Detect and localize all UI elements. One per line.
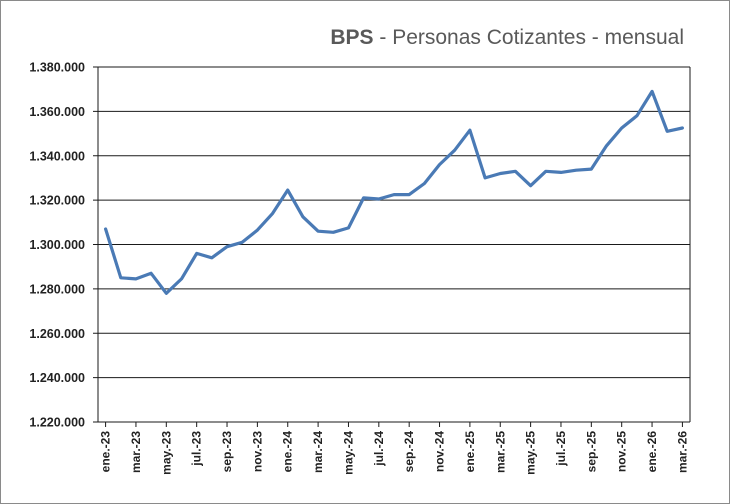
gridlines (93, 66, 690, 423)
x-axis-ticks: ene.-23 mar.-23 may.-23 jul.-23 sep.-23 nov.-… (99, 422, 689, 475)
data-point (559, 171, 563, 174)
y-tick-label: 1.340.000 (29, 149, 85, 163)
y-tick-label: 1.360.000 (29, 105, 85, 119)
x-tick-label: mar.-25 (493, 431, 507, 473)
y-tick-label: 1.320.000 (29, 194, 85, 208)
data-point (195, 252, 198, 255)
data-point (149, 272, 153, 275)
data-point (574, 168, 578, 172)
x-tick-label: mar.-23 (129, 431, 143, 473)
x-tick-label: jul.-23 (190, 431, 204, 467)
data-point (316, 229, 320, 233)
x-tick-label: jul.-24 (372, 431, 386, 467)
data-point (620, 126, 623, 130)
x-tick-label: nov.-24 (433, 431, 447, 472)
chart-title-bold: BPS (330, 26, 373, 49)
x-tick-label: mar.-26 (675, 431, 689, 473)
data-point (362, 196, 365, 200)
data-point (590, 167, 593, 171)
data-point (377, 197, 381, 201)
y-tick-label: 1.260.000 (29, 327, 85, 341)
y-tick-label: 1.280.000 (29, 282, 85, 296)
data-point (134, 277, 138, 281)
data-point (514, 170, 517, 173)
data-point (104, 227, 107, 231)
data-point (210, 256, 214, 260)
data-point (605, 144, 608, 147)
data-point (635, 114, 639, 118)
data-point (407, 193, 411, 196)
x-tick-label: ene.-24 (281, 431, 295, 473)
data-point (241, 241, 244, 244)
data-point (544, 170, 547, 173)
y-tick-label: 1.380.000 (29, 61, 85, 75)
y-axis-ticks: 1.220.000 1.240.000 1.260.000 1.280.000 1.30… (29, 61, 85, 430)
y-tick-label: 1.300.000 (29, 238, 85, 252)
data-point (286, 188, 289, 192)
data-point (119, 276, 122, 279)
data-point (225, 245, 229, 248)
data-point (180, 277, 183, 281)
data-point (165, 292, 168, 295)
series-group (103, 89, 685, 295)
data-point (650, 90, 654, 93)
data-point (681, 126, 684, 130)
data-point (347, 226, 350, 230)
data-point (529, 184, 532, 187)
x-tick-label: sep.-25 (584, 431, 598, 473)
data-point (483, 176, 487, 180)
data-point (332, 231, 335, 234)
y-tick-label: 1.220.000 (29, 416, 85, 430)
x-tick-label: mar.-24 (311, 431, 325, 473)
data-point (301, 215, 305, 218)
x-tick-label: may.-25 (524, 431, 538, 475)
x-tick-label: sep.-24 (402, 431, 416, 473)
data-point (499, 172, 502, 175)
data-point (438, 163, 441, 166)
data-point (468, 129, 472, 132)
data-point (453, 149, 456, 152)
chart-title-rest: - Personas Cotizantes - mensual (374, 26, 684, 49)
x-tick-label: ene.-26 (645, 431, 659, 473)
y-tick-label: 1.240.000 (29, 371, 85, 385)
data-point (666, 130, 669, 133)
x-tick-label: jul.-25 (554, 431, 568, 467)
x-tick-label: may.-23 (159, 431, 173, 475)
x-tick-label: nov.-23 (250, 431, 264, 472)
x-tick-label: ene.-23 (99, 431, 113, 473)
x-tick-label: may.-24 (341, 431, 355, 475)
series-line (103, 89, 685, 295)
data-point (271, 212, 274, 215)
data-point (423, 182, 426, 185)
data-point (256, 228, 259, 232)
chart-title: BPS - Personas Cotizantes - mensual (330, 26, 684, 49)
data-point (392, 193, 396, 196)
x-tick-label: ene.-25 (463, 431, 477, 473)
x-tick-label: sep.-23 (220, 431, 234, 473)
x-tick-label: nov.-25 (615, 431, 629, 472)
